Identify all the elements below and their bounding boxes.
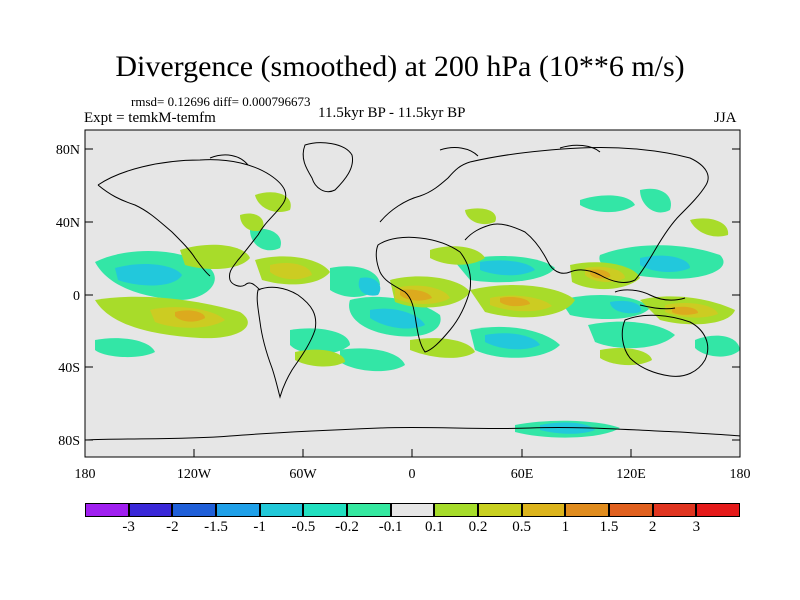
anomaly-patch: [500, 296, 530, 307]
colorbar-swatch: [434, 503, 479, 517]
anomaly-patch: [400, 289, 432, 301]
lon-label: 180: [75, 467, 96, 482]
lon-label: 0: [409, 467, 416, 482]
anomaly-patch: [485, 333, 540, 350]
colorbar-swatch: [478, 503, 522, 517]
anomaly-patch: [640, 255, 690, 272]
anomaly-patch: [175, 310, 205, 322]
lat-label: 80N: [56, 143, 80, 158]
colorbar-swatch: [128, 503, 173, 517]
lon-label: 120W: [177, 467, 212, 482]
anomaly-patch: [640, 188, 671, 213]
lat-label: 0: [73, 289, 80, 304]
anomaly-patch: [295, 349, 345, 367]
colorbar-label: -0.1: [378, 519, 403, 535]
colorbar-label: 3: [692, 519, 701, 535]
coast-greenland: [302, 142, 354, 193]
lon-label: 180: [730, 467, 751, 482]
colorbar-swatch: [259, 503, 304, 517]
colorbar: [85, 503, 741, 517]
colorbar-swatch: [303, 503, 348, 517]
colorbar-swatch: [85, 503, 129, 517]
anomaly-patch: [240, 213, 264, 232]
anomaly-patch: [465, 208, 496, 225]
anomaly-patch: [340, 348, 405, 372]
colorbar-label: 1: [561, 519, 570, 535]
anomaly-patch: [430, 246, 485, 265]
anomaly-patch: [580, 195, 635, 213]
anomaly-patch: [95, 338, 155, 358]
colorbar-label: 0.5: [512, 519, 532, 535]
colorbar-label: -2: [166, 519, 179, 535]
coast-asia: [464, 146, 709, 283]
colorbar-swatch: [565, 503, 610, 517]
colorbar-label: -0.2: [335, 519, 359, 535]
anomaly-patch: [358, 277, 381, 296]
axis-ticks: [84, 148, 741, 457]
stats-text: rmsd= 0.12696 diff= 0.000796673: [131, 94, 311, 109]
anomaly-patch: [255, 192, 291, 213]
map-title: Divergence (smoothed) at 200 hPa (10**6 …: [115, 50, 685, 83]
anomaly-patch: [290, 328, 350, 355]
colorbar-swatch: [521, 503, 566, 517]
colorbar-swatch: [609, 503, 653, 517]
divergence-field: [85, 142, 740, 441]
colorbar-label: -3: [122, 519, 135, 535]
anomaly-patch: [610, 300, 641, 314]
coast-south-america: [256, 286, 317, 399]
lon-label: 60W: [289, 467, 317, 482]
colorbar-swatch: [172, 503, 217, 517]
lat-label: 40N: [56, 216, 80, 231]
anomaly-patch: [270, 263, 312, 280]
lat-label: 40S: [58, 361, 80, 376]
colorbar-swatch: [652, 503, 697, 517]
anomaly-patch: [590, 269, 611, 279]
colorbar-label: -1: [253, 519, 266, 535]
anomaly-patch: [250, 228, 281, 251]
colorbar-label: 0.1: [424, 519, 444, 535]
colorbar-swatch: [347, 503, 391, 517]
colorbar-label: 2: [648, 519, 657, 535]
coast-indonesia: [614, 289, 686, 310]
colorbar-swatch: [696, 503, 741, 517]
anomaly-patch: [480, 260, 535, 276]
anomaly-patch: [370, 308, 425, 329]
colorbar-swatch: [390, 503, 435, 517]
coast-africa: [375, 236, 471, 353]
period-label: 11.5kyr BP - 11.5kyr BP: [318, 105, 466, 121]
colorbar-label: 0.2: [468, 519, 488, 535]
anomaly-patch: [410, 338, 475, 358]
coast-alaska-west: [97, 184, 211, 277]
coast-north-america: [97, 159, 287, 291]
anomaly-patch: [180, 244, 250, 270]
coast-antarctica: [85, 426, 740, 441]
coastlines: [85, 142, 740, 441]
coast-europe: [379, 161, 471, 223]
anomaly-patch: [690, 218, 729, 237]
lat-label: 80S: [58, 434, 80, 449]
lon-label: 120E: [616, 467, 646, 482]
coast-australia: [621, 314, 709, 377]
colorbar-label: -1.5: [204, 519, 228, 535]
anomaly-patch: [600, 348, 652, 366]
colorbar-label: -0.5: [291, 519, 316, 535]
lon-label: 60E: [511, 467, 534, 482]
colorbar-label: 1.5: [599, 519, 619, 535]
experiment-label: Expt = temkM-temfm: [84, 110, 216, 126]
season-label: JJA: [714, 110, 737, 126]
anomaly-patch: [588, 321, 675, 349]
anomaly-patch: [115, 264, 182, 286]
colorbar-swatch: [216, 503, 260, 517]
coast-arctic-islands: [209, 144, 601, 166]
anomaly-patch: [672, 306, 698, 315]
